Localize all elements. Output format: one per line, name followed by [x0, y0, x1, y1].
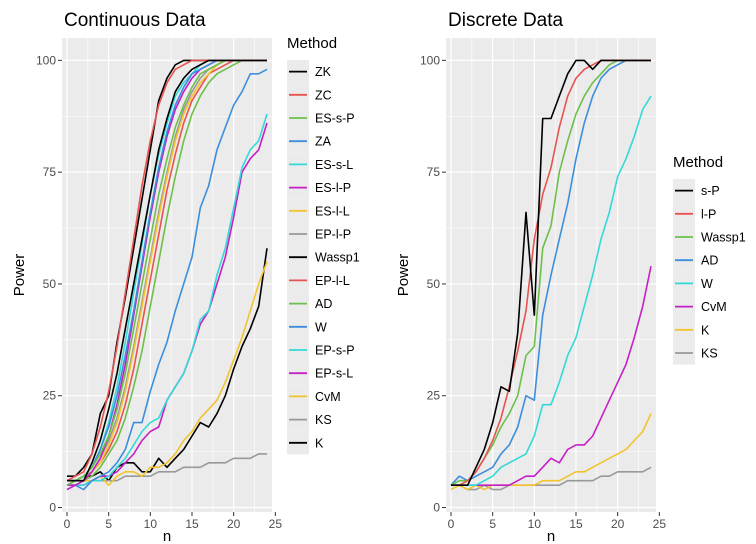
y-axis-label: Power	[395, 254, 412, 297]
series-line-zk	[67, 59, 267, 482]
legend-label: ES-l-L	[315, 204, 350, 218]
legend-label: l-P	[701, 207, 716, 221]
legend-label: CvM	[701, 300, 727, 314]
legend-label: W	[701, 277, 713, 291]
series-line-k	[67, 248, 268, 482]
legend-label: KS	[315, 413, 332, 427]
series-line-w	[67, 68, 268, 491]
legend-label: EP-s-P	[315, 344, 355, 358]
legend: Method s-P l-P Wassp1 AD W CvM K KS	[673, 154, 746, 365]
legend-label: K	[701, 323, 710, 337]
legend-label: AD	[315, 297, 332, 311]
legend-label: EP-l-L	[315, 274, 350, 288]
axis-ticks: 0 5 10 15 20 25 0 25 50 75 100	[36, 53, 282, 531]
grid	[446, 38, 656, 512]
legend: Method ZK ZC ES-s-P ZA ES-s-L ES-l-P ES-l-L EP-…	[287, 35, 360, 455]
y-tick-label: 100	[36, 53, 56, 67]
series-line-w	[451, 95, 652, 487]
x-tick-label: 25	[269, 517, 283, 531]
legend-label: CvM	[315, 390, 341, 404]
x-tick-label: 10	[528, 517, 542, 531]
y-tick-label: 50	[427, 277, 441, 291]
legend-label: ES-s-P	[315, 112, 355, 126]
y-tick-label: 25	[427, 389, 441, 403]
y-axis-label: Power	[11, 254, 28, 297]
legend-label: Wassp1	[315, 251, 360, 265]
chart-title: Discrete Data	[448, 10, 564, 31]
x-tick-label: 0	[64, 517, 71, 531]
y-tick-label: 0	[433, 501, 440, 515]
series-line-ad	[450, 59, 651, 486]
x-tick-label: 20	[611, 517, 625, 531]
legend-label: ES-s-L	[315, 158, 353, 172]
x-tick-label: 15	[569, 517, 583, 531]
series-line-s-p	[451, 59, 651, 487]
x-axis-label: n	[163, 528, 171, 544]
y-tick-label: 75	[427, 165, 441, 179]
plot-background	[62, 38, 272, 512]
discrete-data-panel: Discrete Data 0 5 10 15 20 25 0 25 50 75 100 n Pow…	[395, 10, 746, 544]
y-tick-label: 50	[43, 277, 57, 291]
series-line-k	[450, 413, 652, 491]
continuous-data-panel: Continuous Data 0 5 10 15 20 25 0 25 50 75 100 n P…	[11, 10, 360, 544]
legend-label: ZC	[315, 88, 332, 102]
axis-ticks: 0 5 10 15 20 25 0 25 50 75 100	[420, 53, 666, 531]
legend-label: ZA	[315, 135, 332, 149]
series-lines	[66, 59, 268, 491]
legend-label: s-P	[701, 184, 720, 198]
series-line-ad	[67, 59, 267, 487]
legend-label: ES-l-P	[315, 181, 351, 195]
x-tick-label: 10	[144, 517, 158, 531]
x-tick-label: 25	[653, 517, 667, 531]
series-line-ep-s-p	[67, 113, 268, 487]
series-lines	[450, 59, 652, 491]
legend-label: EP-s-L	[315, 367, 353, 381]
legend-title: Method	[673, 154, 723, 171]
x-tick-label: 20	[227, 517, 241, 531]
x-tick-label: 0	[448, 517, 455, 531]
y-tick-label: 100	[420, 53, 440, 67]
y-tick-label: 75	[43, 165, 57, 179]
legend-label: EP-l-P	[315, 228, 351, 242]
x-tick-label: 15	[185, 517, 199, 531]
legend-label: AD	[701, 254, 718, 268]
legend-label: Wassp1	[701, 231, 746, 245]
legend-label: ZK	[315, 65, 332, 79]
x-tick-label: 5	[489, 517, 496, 531]
y-tick-label: 25	[43, 389, 57, 403]
legend-label: W	[315, 320, 327, 334]
y-tick-label: 0	[49, 501, 56, 515]
x-axis-label: n	[547, 528, 555, 544]
series-line-cvm	[451, 265, 652, 487]
x-tick-label: 5	[105, 517, 112, 531]
chart-title: Continuous Data	[64, 10, 206, 31]
legend-label: KS	[701, 347, 718, 361]
legend-title: Method	[287, 35, 337, 52]
legend-label: K	[315, 436, 324, 450]
